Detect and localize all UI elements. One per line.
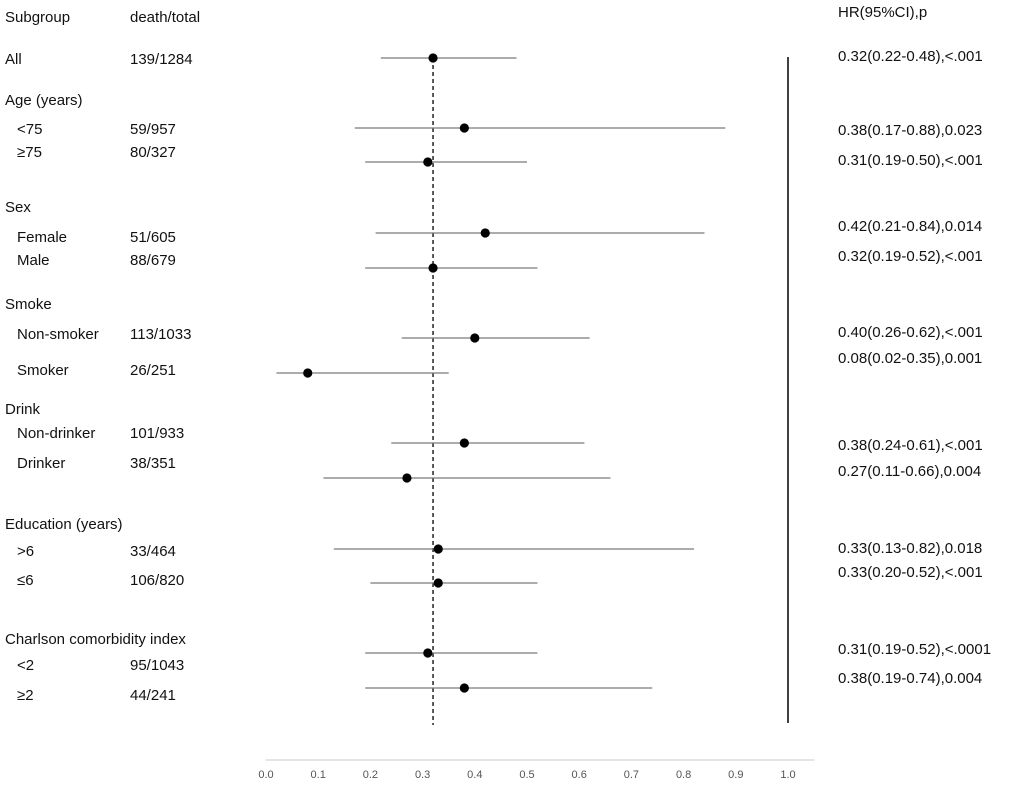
row-hr-text: 0.42(0.21-0.84),0.014: [838, 218, 983, 235]
hr-point: [459, 438, 469, 448]
row-deaths: 26/251: [130, 362, 176, 379]
hr-point: [428, 53, 438, 63]
hr-point: [303, 368, 313, 378]
row-label: Female: [17, 229, 68, 246]
x-tick-label: 0.3: [415, 769, 430, 781]
row-label: ≥75: [17, 144, 42, 161]
row-hr-text: 0.38(0.24-0.61),<.001: [838, 437, 983, 454]
group-heading: Charlson comorbidity index: [5, 631, 186, 648]
x-tick-label: 0.9: [728, 769, 743, 781]
hr-point: [433, 544, 443, 554]
row-label: Non-smoker: [17, 326, 99, 343]
row-deaths: 59/957: [130, 121, 176, 138]
row-label: >6: [17, 543, 35, 560]
x-tick-label: 0.4: [467, 769, 482, 781]
row-label: All: [5, 51, 22, 68]
hr-point: [459, 683, 469, 693]
group-heading: Age (years): [5, 92, 83, 109]
group-heading: Smoke: [5, 296, 52, 313]
row-deaths: 95/1043: [130, 657, 185, 674]
header-hr: HR(95%CI),p: [838, 4, 928, 21]
row-label: ≤6: [17, 572, 34, 589]
hr-point: [459, 123, 469, 133]
row-deaths: 38/351: [130, 455, 176, 472]
hr-point: [470, 333, 480, 343]
row-deaths: 80/327: [130, 144, 176, 161]
row-hr-text: 0.33(0.20-0.52),<.001: [838, 564, 983, 581]
row-label: Male: [17, 252, 50, 269]
header-deaths: death/total: [130, 9, 201, 26]
row-hr-text: 0.40(0.26-0.62),<.001: [838, 324, 983, 341]
row-label: Drinker: [17, 455, 66, 472]
group-heading: Education (years): [5, 516, 123, 533]
hr-point: [423, 648, 433, 658]
row-label: <2: [17, 657, 35, 674]
row-hr-text: 0.38(0.17-0.88),0.023: [838, 122, 983, 139]
row-hr-text: 0.08(0.02-0.35),0.001: [838, 350, 983, 367]
row-deaths: 139/1284: [130, 51, 193, 68]
x-tick-label: 0.1: [311, 769, 326, 781]
row-deaths: 33/464: [130, 543, 176, 560]
row-label: <75: [17, 121, 43, 138]
hr-point: [480, 228, 490, 238]
row-hr-text: 0.32(0.22-0.48),<.001: [838, 48, 983, 65]
row-hr-text: 0.33(0.13-0.82),0.018: [838, 540, 983, 557]
hr-point: [402, 473, 412, 483]
x-tick-label: 0.7: [624, 769, 639, 781]
x-tick-label: 0.5: [519, 769, 534, 781]
x-tick-label: 1.0: [780, 769, 795, 781]
row-hr-text: 0.27(0.11-0.66),0.004: [838, 463, 982, 480]
row-deaths: 88/679: [130, 252, 176, 269]
row-deaths: 101/933: [130, 425, 185, 442]
row-deaths: 44/241: [130, 687, 176, 704]
hr-point: [433, 578, 443, 588]
header-subgroup: Subgroup: [5, 9, 71, 26]
row-hr-text: 0.31(0.19-0.50),<.001: [838, 152, 983, 169]
row-hr-text: 0.38(0.19-0.74),0.004: [838, 670, 983, 687]
hr-point: [423, 157, 433, 167]
group-heading: Drink: [5, 401, 41, 418]
row-hr-text: 0.32(0.19-0.52),<.001: [838, 248, 983, 265]
row-label: Non-drinker: [17, 425, 96, 442]
row-deaths: 113/1033: [130, 326, 192, 343]
row-label: Smoker: [17, 362, 69, 379]
x-tick-label: 0.2: [363, 769, 378, 781]
row-hr-text: 0.31(0.19-0.52),<.0001: [838, 641, 992, 658]
x-tick-label: 0.6: [572, 769, 587, 781]
row-label: ≥2: [17, 687, 34, 704]
row-deaths: 106/820: [130, 572, 185, 589]
row-deaths: 51/605: [130, 229, 176, 246]
x-tick-label: 0.0: [258, 769, 273, 781]
group-heading: Sex: [5, 199, 31, 216]
hr-point: [428, 263, 438, 273]
x-tick-label: 0.8: [676, 769, 691, 781]
